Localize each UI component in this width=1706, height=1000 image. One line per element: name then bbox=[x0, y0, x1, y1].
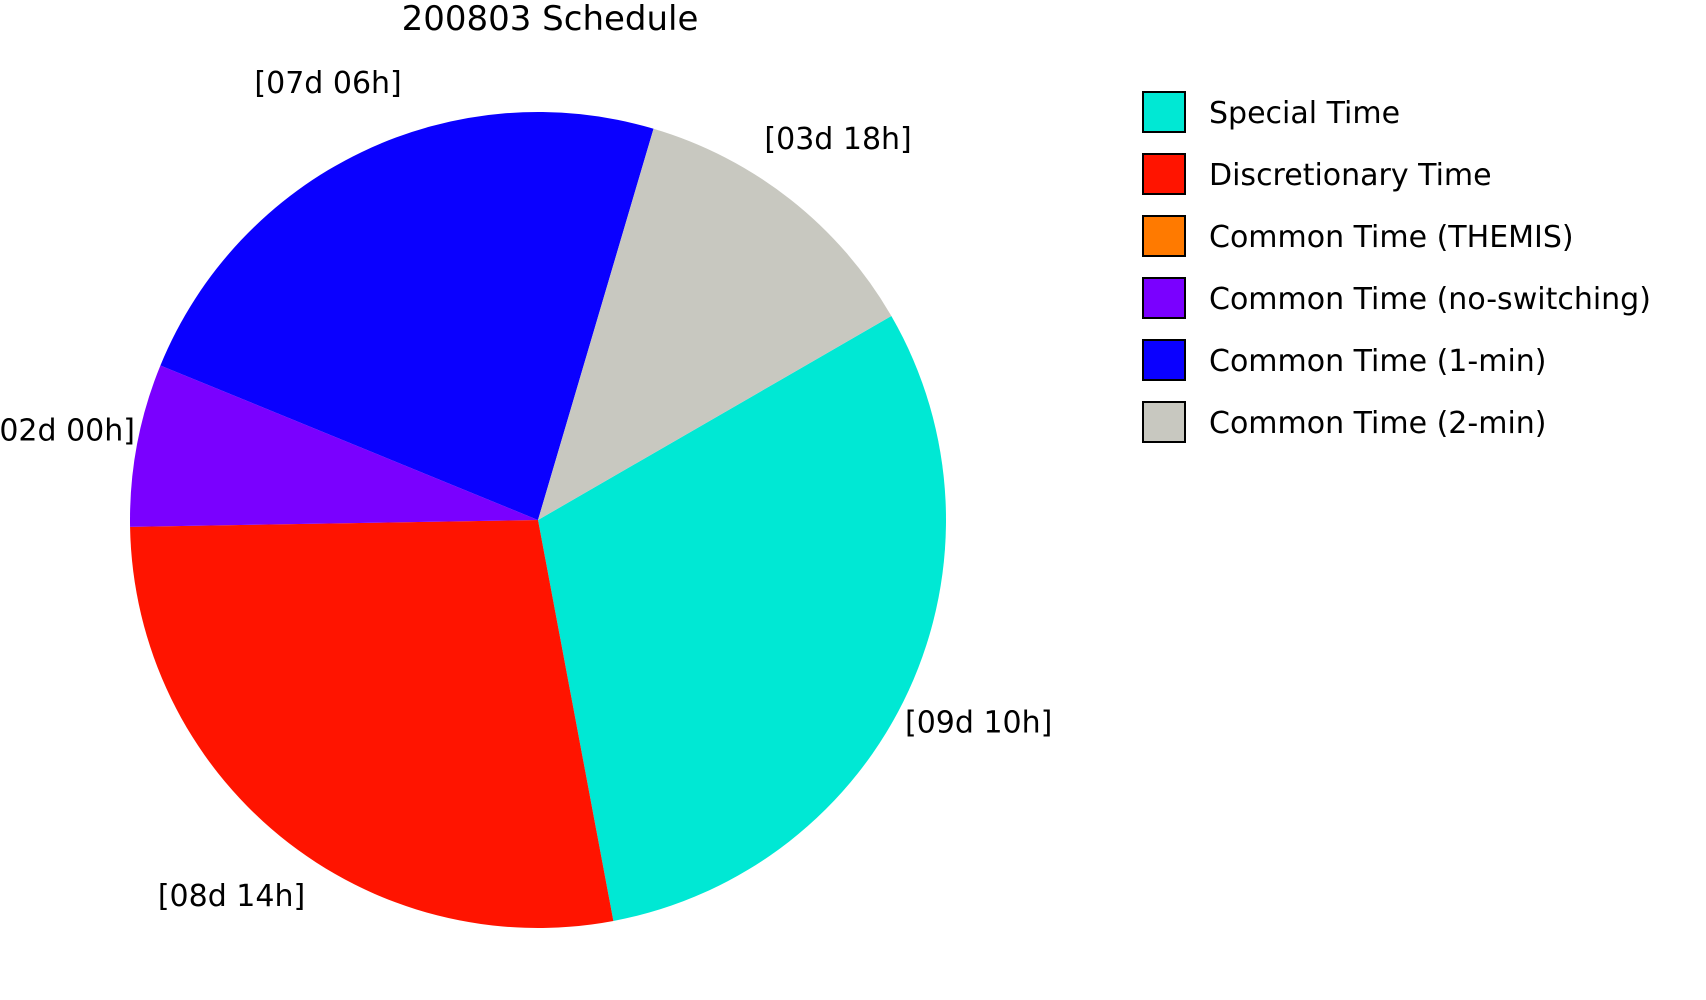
pie-slice-labels: [09d 10h] [08d 14h] [02d 00h] [07d 06h] [03d… bbox=[0, 66, 1052, 914]
slice-value-label: [08d 14h] bbox=[158, 879, 305, 914]
legend-swatch-special-time bbox=[1142, 91, 1186, 133]
legend-swatch-common-time-1-min bbox=[1142, 339, 1186, 381]
pie-slice-common-time-2-min bbox=[538, 128, 892, 520]
legend-swatch-common-time-2-min bbox=[1142, 401, 1186, 443]
legend: Special Time Discretionary Time Common Tim… bbox=[1142, 91, 1651, 443]
slice-value-label: [09d 10h] bbox=[905, 706, 1052, 741]
pie-slice-common-time-1-min bbox=[160, 111, 654, 520]
legend-label-common-time-1-min: Common Time (1-min) bbox=[1209, 344, 1547, 379]
legend-swatch-common-time-themis bbox=[1142, 215, 1186, 257]
pie-slices bbox=[130, 111, 947, 929]
pie-slice-special-time bbox=[538, 316, 947, 921]
legend-label-common-time-2-min: Common Time (2-min) bbox=[1209, 406, 1547, 441]
legend-label-discretionary-time: Discretionary Time bbox=[1209, 158, 1492, 193]
pie-slice-discretionary-time bbox=[130, 520, 614, 929]
legend-label-common-time-no-switching: Common Time (no-switching) bbox=[1209, 282, 1651, 317]
chart-title: 200803 Schedule bbox=[402, 0, 699, 39]
pie-slice-common-time-no-switching bbox=[130, 365, 539, 527]
legend-label-special-time: Special Time bbox=[1209, 96, 1400, 131]
legend-swatch-discretionary-time bbox=[1142, 153, 1186, 195]
legend-swatch-common-time-no-switching bbox=[1142, 277, 1186, 319]
slice-value-label: [02d 00h] bbox=[0, 413, 135, 448]
slice-value-label: [07d 06h] bbox=[254, 66, 401, 101]
legend-label-common-time-themis: Common Time (THEMIS) bbox=[1209, 220, 1574, 255]
slice-value-label: [03d 18h] bbox=[764, 122, 911, 157]
